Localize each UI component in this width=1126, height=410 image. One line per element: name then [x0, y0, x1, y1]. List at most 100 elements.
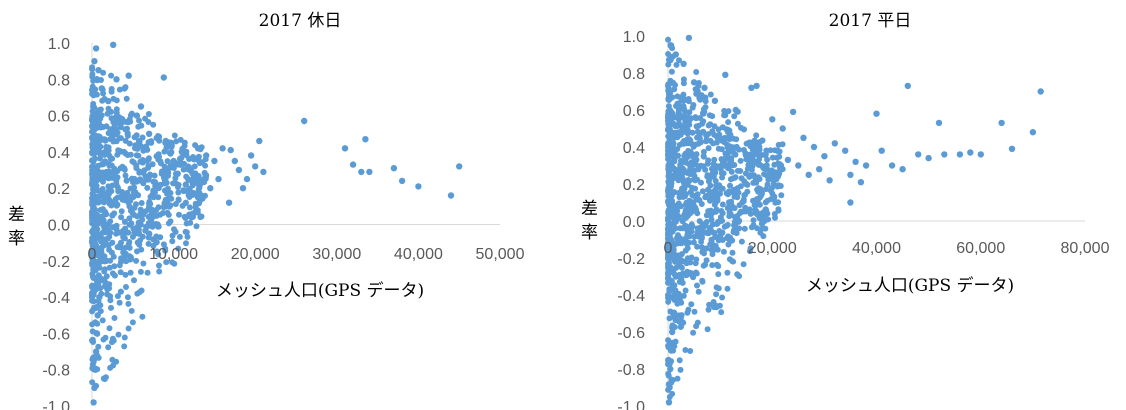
data-point [674, 93, 681, 100]
data-point [717, 232, 724, 239]
data-point [665, 151, 671, 158]
data-point [776, 153, 783, 160]
data-point [762, 151, 769, 158]
data-point [89, 163, 95, 170]
data-point [711, 97, 719, 105]
data-point [704, 326, 711, 333]
data-point [666, 315, 673, 322]
data-point [105, 105, 112, 112]
data-point [701, 108, 708, 115]
data-point [699, 188, 706, 195]
data-point [671, 291, 678, 299]
data-point [682, 150, 689, 157]
data-point [750, 217, 757, 224]
data-point [225, 199, 233, 206]
data-point [778, 192, 785, 199]
y-tick-label: 0.4 [48, 145, 70, 162]
data-point [132, 189, 139, 196]
data-point [743, 151, 750, 158]
y-tick-label: -0.2 [617, 251, 645, 268]
data-point [167, 218, 174, 225]
data-point [113, 202, 120, 209]
data-point [120, 227, 127, 234]
data-point [89, 294, 95, 301]
data-point [97, 106, 104, 113]
data-point [104, 110, 111, 117]
data-point [734, 271, 741, 278]
data-point [810, 143, 818, 151]
data-point [202, 162, 209, 169]
data-point [737, 157, 744, 164]
data-point [696, 218, 703, 225]
data-point [691, 172, 698, 179]
data-point [666, 394, 673, 400]
data-point [935, 119, 943, 127]
data-point [103, 273, 110, 280]
data-point [137, 206, 144, 213]
data-point [99, 257, 106, 264]
data-point [724, 221, 731, 228]
data-point [775, 199, 782, 206]
x-tick-label: 40,000 [394, 246, 443, 263]
data-point [730, 149, 737, 156]
data-point [674, 212, 681, 219]
data-point [692, 260, 699, 267]
data-point [126, 215, 133, 222]
data-point [90, 399, 97, 406]
data-point [94, 77, 101, 84]
data-point [675, 312, 682, 319]
data-point [740, 126, 747, 133]
data-point [678, 171, 685, 178]
data-point [145, 119, 152, 125]
data-point [107, 257, 114, 264]
data-point [89, 178, 96, 184]
data-point [146, 198, 153, 205]
data-point [779, 125, 786, 132]
data-point [683, 191, 689, 197]
data-point [672, 123, 679, 130]
data-point [113, 126, 120, 133]
data-point [680, 103, 687, 110]
data-point [243, 175, 251, 183]
data-point [145, 240, 152, 247]
data-point [731, 205, 738, 212]
data-point [89, 149, 95, 156]
data-point [692, 177, 699, 184]
data-point [693, 156, 700, 163]
y-tick-label: -0.8 [42, 363, 70, 380]
data-point [106, 325, 113, 332]
data-point [756, 215, 763, 222]
data-point [182, 215, 189, 221]
data-point [107, 364, 114, 371]
data-point [160, 210, 166, 216]
data-point [696, 132, 703, 138]
data-point [117, 288, 124, 295]
data-point [925, 154, 932, 162]
data-point [764, 156, 771, 163]
data-point [727, 176, 734, 183]
data-point [92, 366, 99, 373]
data-point [684, 309, 691, 316]
data-point [688, 221, 695, 228]
data-point [733, 143, 740, 150]
data-point [693, 161, 699, 168]
data-point [134, 239, 141, 246]
data-point [764, 172, 771, 179]
data-point [123, 192, 130, 199]
data-point [689, 104, 696, 111]
data-point [678, 278, 685, 285]
data-point [89, 256, 96, 263]
data-point [847, 199, 854, 206]
data-point [666, 253, 672, 260]
data-point [105, 183, 112, 190]
data-point [706, 227, 713, 234]
data-point [91, 104, 98, 111]
data-point [155, 251, 162, 258]
data-point [362, 136, 369, 143]
data-point [672, 273, 679, 280]
data-point [215, 175, 222, 183]
data-point [693, 206, 700, 213]
data-point [89, 308, 96, 315]
data-point [139, 313, 146, 320]
data-point [91, 58, 98, 65]
